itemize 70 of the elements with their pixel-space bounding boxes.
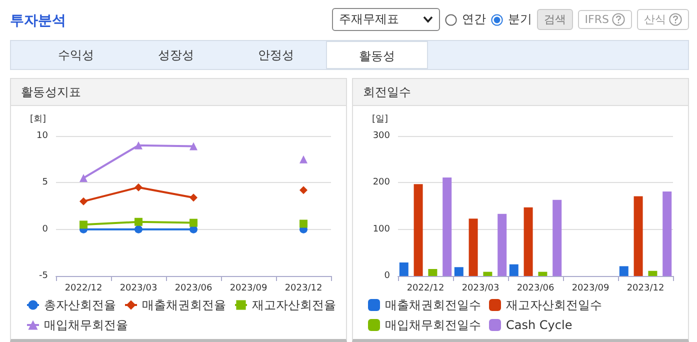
y-tick-label: 200: [372, 178, 390, 188]
point: [134, 183, 142, 192]
point: [190, 194, 198, 202]
bar: [498, 214, 507, 276]
text: 안정성: [257, 47, 295, 64]
text: 검색: [536, 9, 573, 30]
point: [80, 220, 88, 229]
point: [300, 220, 308, 228]
bar: [399, 262, 408, 276]
y-axis-title: [일]: [372, 114, 388, 124]
bar: [483, 272, 492, 276]
legend-label: 총자산회전율: [44, 298, 116, 312]
x-tick-label: 2023/06: [174, 284, 212, 294]
point: [80, 197, 88, 206]
point: [134, 225, 142, 234]
legend-label: 매입채무회전일수: [385, 318, 481, 332]
x-tick-label: 2023/03: [462, 284, 500, 294]
y-tick-label: 0: [42, 224, 48, 234]
x-tick-label: 2022/12: [64, 284, 102, 294]
x-tick-label: 2023/03: [120, 284, 158, 294]
text: 산식: [637, 9, 689, 30]
legend-label: 매출채권회전일수: [385, 298, 481, 312]
y-tick-label: 300: [372, 131, 390, 141]
point: [300, 186, 308, 194]
text: 연간: [462, 11, 486, 28]
bar: [414, 184, 423, 276]
point: [190, 218, 198, 227]
point: [134, 218, 142, 226]
bar: [428, 269, 438, 276]
bar: [468, 218, 478, 276]
point: [300, 155, 308, 164]
x-tick-label: 2023/12: [284, 284, 322, 294]
chart-title: 활동성지표: [11, 79, 346, 106]
bar: [634, 196, 643, 276]
point: [134, 141, 142, 150]
bar: [648, 270, 658, 276]
bar: [454, 267, 464, 276]
y-tick-label: 5: [42, 178, 48, 188]
y-tick-label: 0: [384, 271, 390, 281]
y-tick-label: 100: [372, 224, 390, 234]
text: 주재무제표: [338, 11, 399, 28]
text: IFRS: [578, 10, 632, 29]
point: [190, 142, 198, 150]
text: 활동성: [326, 41, 428, 69]
bar: [442, 178, 452, 276]
y-tick-label: 10: [36, 131, 48, 141]
y-tick-label: -5: [39, 271, 48, 281]
chart-title: 회전일수: [353, 79, 688, 106]
bar: [619, 266, 628, 276]
x-tick-label: 2023/06: [516, 284, 554, 294]
text: 수익성: [57, 47, 95, 64]
legend-label: 재고자산회전일수: [506, 298, 602, 312]
text: 성장성: [157, 47, 195, 64]
legend-label: 매입채무회전율: [44, 318, 128, 332]
x-tick-label: 2023/09: [230, 284, 268, 294]
bar: [552, 200, 562, 276]
x-tick-label: 2023/09: [572, 284, 610, 294]
text: 투자분석: [10, 12, 66, 30]
bar: [662, 192, 672, 276]
point: [80, 174, 88, 182]
legend-label: 재고자산회전율: [252, 298, 336, 312]
bar: [509, 264, 518, 276]
text: 분기: [508, 11, 532, 28]
bar: [538, 272, 548, 276]
x-tick-label: 2023/12: [626, 284, 664, 294]
bar: [524, 207, 533, 276]
legend-label: Cash Cycle: [506, 318, 572, 332]
x-tick-label: 2022/12: [406, 284, 444, 294]
legend-label: 매출채권회전율: [142, 298, 226, 312]
y-axis-title: [회]: [30, 114, 46, 124]
